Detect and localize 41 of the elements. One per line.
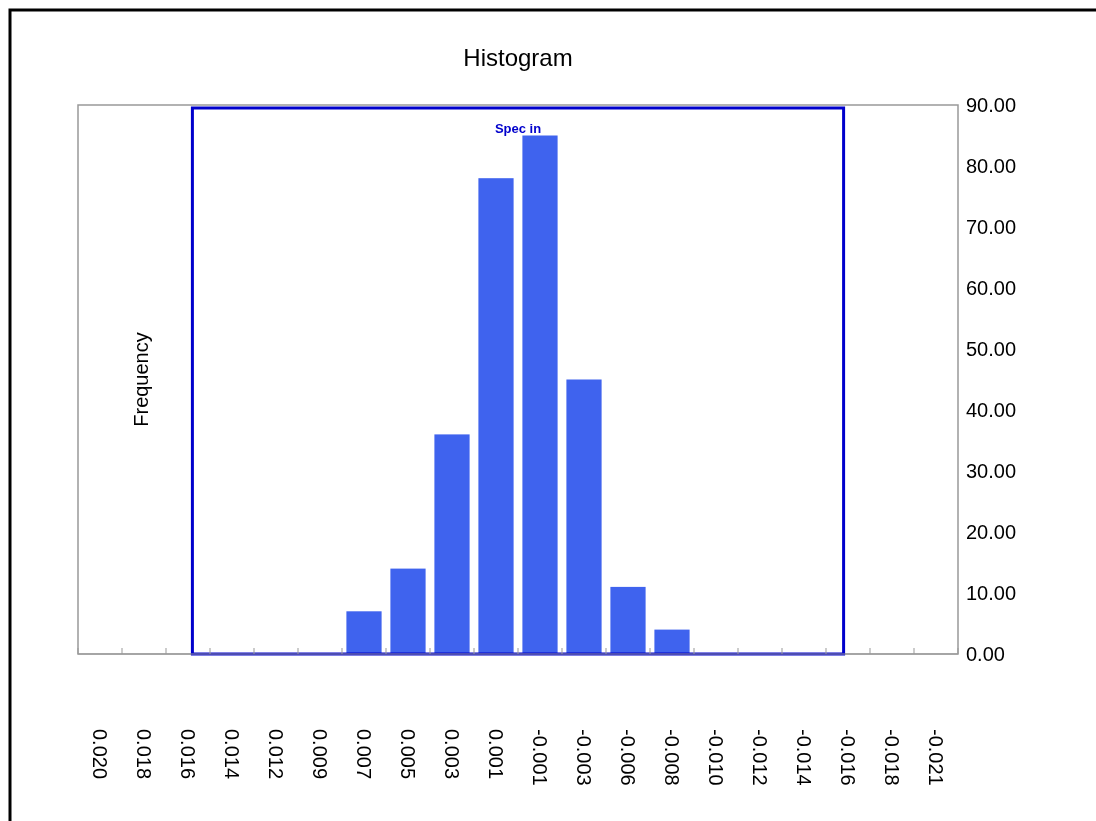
y-tick-label: 70.00 bbox=[966, 216, 1017, 238]
chart-title: Histogram bbox=[463, 44, 573, 71]
x-tick-label: -0.016 bbox=[837, 729, 859, 786]
x-tick-label: 0.012 bbox=[265, 729, 287, 780]
bar bbox=[522, 135, 558, 654]
y-tick-label: 0.00 bbox=[966, 643, 1005, 665]
y-axis-title: Frequency bbox=[130, 332, 152, 427]
x-tick-label: 0.014 bbox=[221, 729, 243, 780]
y-tick-label: 60.00 bbox=[966, 277, 1017, 299]
x-tick-label: -0.018 bbox=[881, 729, 903, 786]
x-tick-label: 0.005 bbox=[397, 729, 419, 780]
bar bbox=[390, 568, 426, 654]
y-tick-label: 90.00 bbox=[966, 94, 1017, 116]
x-tick-label: 0.016 bbox=[177, 729, 199, 780]
x-tick-label: -0.001 bbox=[529, 729, 551, 786]
bar bbox=[434, 434, 470, 654]
x-tick-label: 0.007 bbox=[353, 729, 375, 780]
y-tick-label: 50.00 bbox=[966, 338, 1017, 360]
x-tick-label: -0.010 bbox=[705, 729, 727, 786]
bar bbox=[654, 629, 690, 654]
x-tick-label: 0.018 bbox=[133, 729, 155, 780]
x-tick-label: -0.008 bbox=[661, 729, 683, 786]
x-tick-label: 0.009 bbox=[309, 729, 331, 780]
y-tick-label: 80.00 bbox=[966, 155, 1017, 177]
x-tick-label: -0.021 bbox=[925, 729, 947, 786]
y-tick-label: 40.00 bbox=[966, 399, 1017, 421]
bar bbox=[346, 611, 382, 654]
x-tick-label: 0.003 bbox=[441, 729, 463, 780]
bar bbox=[566, 379, 602, 654]
x-tick-label: -0.006 bbox=[617, 729, 639, 786]
x-tick-label: -0.014 bbox=[793, 729, 815, 786]
x-tick-label: -0.003 bbox=[573, 729, 595, 786]
annotation: Spec in bbox=[494, 121, 542, 136]
bar bbox=[478, 178, 514, 654]
bar bbox=[610, 586, 646, 654]
y-tick-label: 30.00 bbox=[966, 460, 1017, 482]
y-tick-label: 10.00 bbox=[966, 582, 1017, 604]
x-tick-label: 0.020 bbox=[89, 729, 111, 780]
x-tick-label: -0.012 bbox=[749, 729, 771, 786]
y-tick-label: 20.00 bbox=[966, 521, 1017, 543]
x-tick-label: 0.001 bbox=[485, 729, 507, 780]
